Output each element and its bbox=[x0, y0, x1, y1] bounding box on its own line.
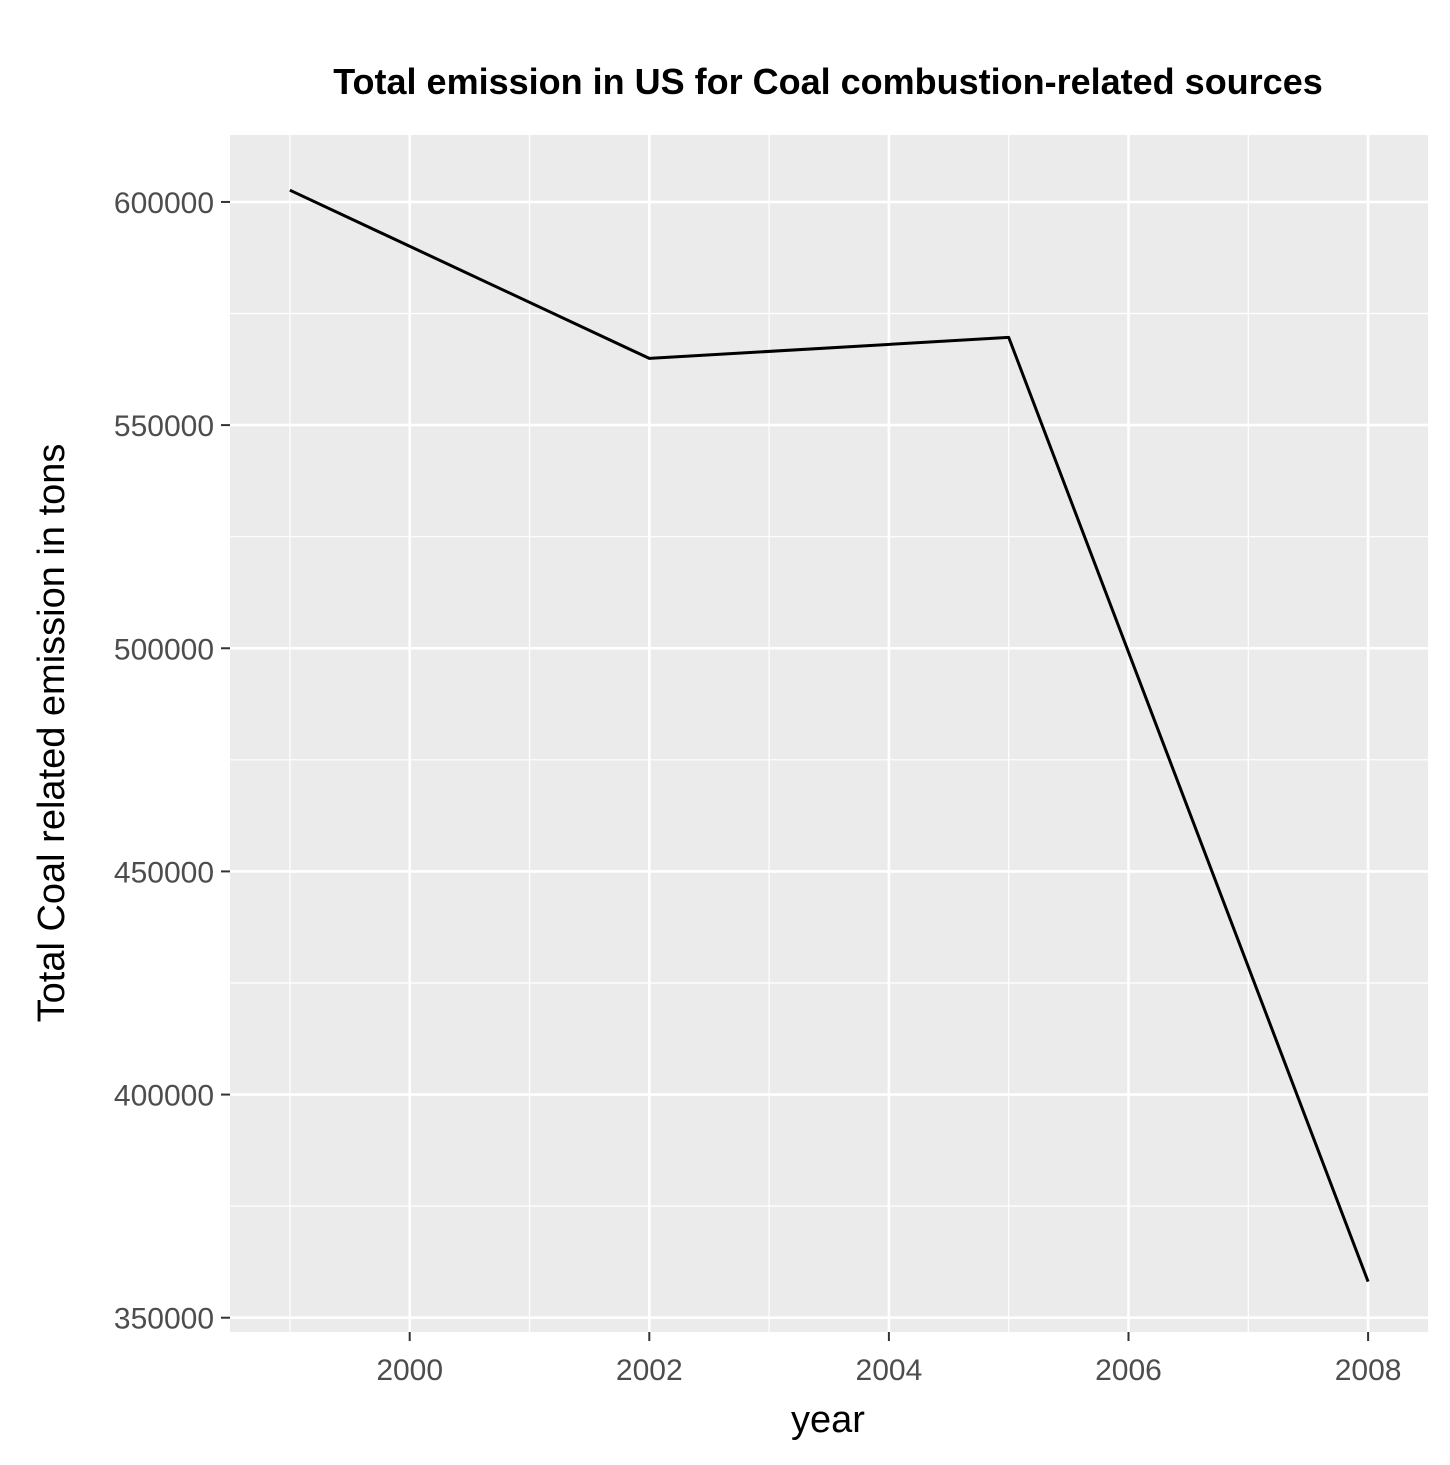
chart-title: Total emission in US for Coal combustion… bbox=[333, 61, 1323, 102]
series-line bbox=[289, 188, 1370, 1283]
x-tick-label: 2008 bbox=[1335, 1354, 1402, 1387]
y-tick-label: 600000 bbox=[114, 187, 214, 220]
minor-gridlines bbox=[230, 135, 1428, 1332]
major-gridlines bbox=[230, 135, 1428, 1332]
plot-panel bbox=[230, 135, 1428, 1332]
x-tick-label: 2004 bbox=[856, 1354, 923, 1387]
y-tick-label: 400000 bbox=[114, 1080, 214, 1113]
series-layer bbox=[289, 188, 1370, 1283]
x-tick-label: 2000 bbox=[376, 1354, 443, 1387]
x-axis-title: year bbox=[791, 1399, 865, 1441]
axis-ticks bbox=[221, 200, 1370, 1341]
y-tick-label: 350000 bbox=[114, 1303, 214, 1336]
y-tick-label: 550000 bbox=[114, 410, 214, 443]
x-tick-labels: 2000 2002 2004 2006 2008 bbox=[376, 1354, 1401, 1387]
y-tick-label: 450000 bbox=[114, 856, 214, 889]
y-tick-label: 500000 bbox=[114, 633, 214, 666]
y-tick-labels: 350000 400000 450000 500000 550000 600000 bbox=[114, 187, 214, 1336]
x-tick-label: 2002 bbox=[616, 1354, 683, 1387]
x-tick-label: 2006 bbox=[1095, 1354, 1162, 1387]
y-axis-title: Total Coal related emission in tons bbox=[31, 444, 73, 1023]
